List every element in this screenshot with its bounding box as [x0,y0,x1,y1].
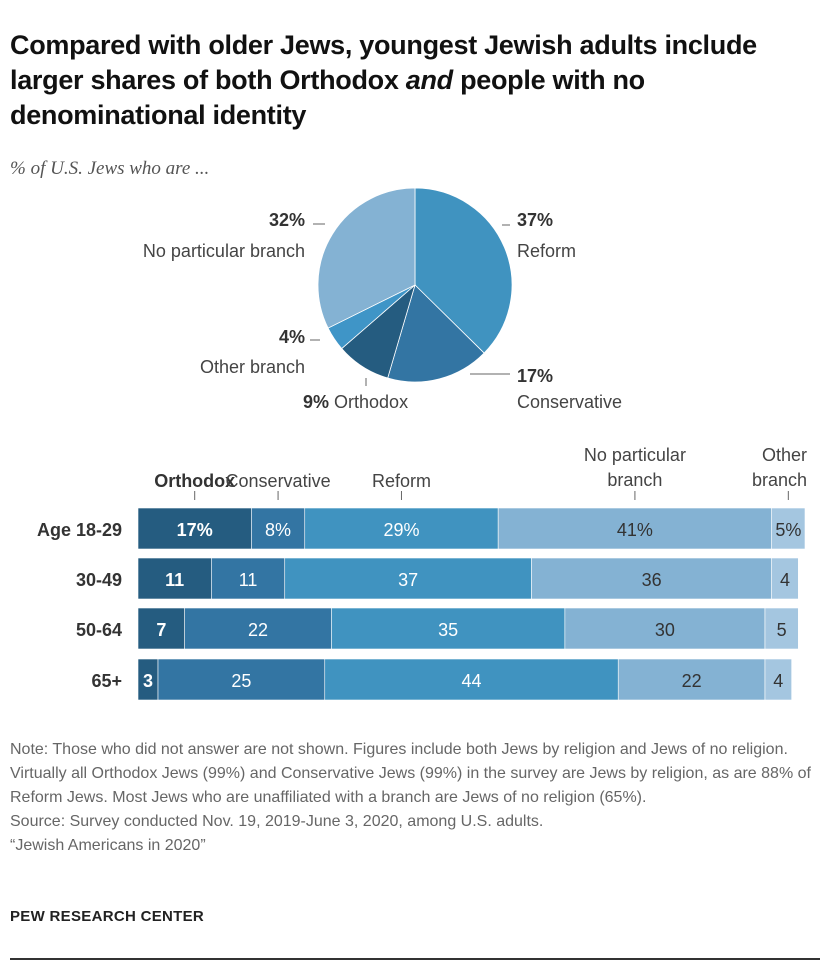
bar-value-label: 4 [773,671,783,691]
bar-segment-no-particular-branch [497,507,772,550]
bar-value-label: 29% [383,520,419,540]
bar-value-label: 35 [438,620,458,640]
pie-category-label: Other branch [200,357,305,377]
pie-category-label: Orthodox [334,392,408,412]
pie-value-label: 32% [269,210,305,230]
series-header-label: Other [762,445,807,465]
bar-segment-reform [284,557,532,600]
pie-category-label: Reform [517,241,576,261]
pie-slice-conservative [387,284,485,383]
bar-value-label: 8% [265,520,291,540]
bar-segment-other-branch [771,507,806,550]
bar-segment-conservative [211,557,286,600]
bar-segment-reform [331,607,566,650]
bar-value-label: 36 [642,570,662,590]
bar-value-label: 30 [655,620,675,640]
note-text: Note: Those who did not answer are not s… [10,741,811,806]
series-header-label: branch [752,470,807,490]
bar-segment-reform [324,658,619,701]
bar-value-label: 17% [177,520,213,540]
series-header-label: Conservative [226,471,331,491]
bar-value-label: 41% [617,520,653,540]
report-title: “Jewish Americans in 2020” [10,837,206,854]
pie-category-label: Conservative [517,392,622,412]
bar-segment-conservative [157,658,326,701]
bar-segment-no-particular-branch [531,557,772,600]
series-header-label: branch [607,470,662,490]
bar-segment-no-particular-branch [564,607,766,650]
series-header-label: Reform [372,471,431,491]
title-text-end: people with no denominational identity [10,65,645,130]
bottom-rule [10,958,820,960]
bar-value-label: 25 [231,671,251,691]
notes: Note: Those who did not answer are not s… [10,738,820,858]
bar-value-label: 44 [461,671,481,691]
title-emphasis: and [405,65,453,95]
bar-value-label: 37 [398,570,418,590]
pie-value-label: 17% [517,366,553,386]
row-label: 50-64 [76,620,122,640]
bar-value-label: 5% [775,520,801,540]
row-label: 30-49 [76,570,122,590]
chart-title: Compared with older Jews, youngest Jewis… [10,28,810,133]
series-header-label: Orthodox [154,471,235,491]
bar-value-label: 3 [143,671,153,691]
bar-segment-conservative [251,507,306,550]
row-label: 65+ [91,671,122,691]
pie-value-label: 37% [517,210,553,230]
bar-segment-other-branch [764,607,799,650]
bar-value-label: 11 [239,570,258,590]
chart-subtitle: % of U.S. Jews who are ... [10,158,210,179]
row-label: Age 18-29 [37,520,122,540]
bar-value-label: 7 [156,620,166,640]
bar-segment-orthodox [137,507,252,550]
bar-value-label: 22 [682,671,702,691]
pie-value-label: 4% [279,327,305,347]
title-text: Compared with older Jews, youngest Jewis… [10,30,757,95]
pew-logo: PEW RESEARCH CENTER [10,908,205,925]
pie-slice-no-particular-branch [317,187,416,329]
series-header-label: No particular [584,445,686,465]
bar-segment-other-branch [771,557,799,600]
pie-category-label: No particular branch [143,241,305,261]
bar-value-label: 22 [248,620,268,640]
bar-value-label: 4 [780,570,790,590]
bar-value-label: 5 [777,620,787,640]
bar-segment-conservative [184,607,332,650]
pie-value-label: 9% [303,392,334,412]
bar-segment-reform [304,507,499,550]
bar-segment-orthodox [137,607,185,650]
pie-orthodox-label: 9% Orthodox [303,392,408,412]
pie-slice-reform [414,187,513,354]
bar-segment-other-branch [764,658,792,701]
source-text: Source: Survey conducted Nov. 19, 2019-J… [10,813,544,830]
bar-value-label: 11 [165,570,184,590]
